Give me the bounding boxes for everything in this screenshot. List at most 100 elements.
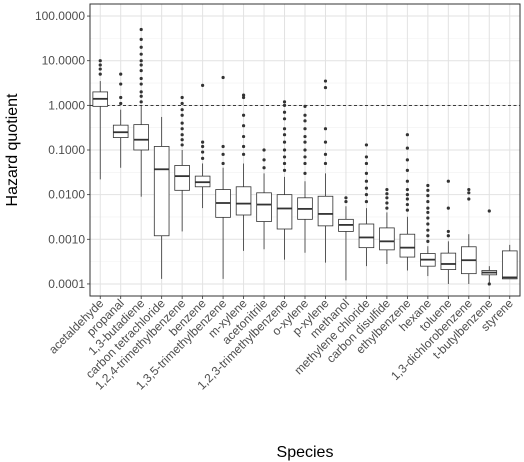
outlier-point xyxy=(487,282,491,286)
box-1-3-butadiene xyxy=(133,27,149,197)
outlier-point xyxy=(426,194,430,198)
outlier-point xyxy=(119,72,123,76)
outlier-point xyxy=(98,72,102,76)
outlier-point xyxy=(303,113,307,117)
outlier-point xyxy=(405,208,409,212)
outlier-point xyxy=(364,155,369,159)
box-benzene xyxy=(194,83,211,209)
box-acetaldehyde xyxy=(92,59,109,180)
box-iqr xyxy=(440,252,457,270)
box-iqr xyxy=(235,186,252,216)
outlier-point xyxy=(364,171,369,175)
outlier-point xyxy=(98,63,102,67)
outlier-point xyxy=(446,179,450,183)
outlier-point xyxy=(241,124,246,128)
outlier-point xyxy=(426,206,430,210)
outlier-point xyxy=(201,83,205,87)
outlier-point xyxy=(221,75,225,80)
box-hexane xyxy=(420,183,436,277)
box-iqr xyxy=(153,146,170,237)
outlier-point xyxy=(303,119,307,123)
outlier-point xyxy=(241,144,246,149)
outlier-point xyxy=(467,187,471,192)
box-p-xylene xyxy=(317,79,334,263)
outlier-point xyxy=(385,192,389,196)
box-iqr xyxy=(276,194,293,230)
box-1-2-3-trimethylbenzene xyxy=(276,100,293,260)
box-acetonitrile xyxy=(256,148,272,250)
box-carbon-tetrachloride xyxy=(153,116,170,279)
box-iqr xyxy=(256,192,272,222)
box-iqr xyxy=(501,250,518,280)
outlier-point xyxy=(262,158,266,162)
box-propanal xyxy=(112,72,129,168)
outlier-point xyxy=(139,63,143,67)
box-iqr xyxy=(133,124,149,151)
outlier-point xyxy=(139,90,143,94)
outlier-point xyxy=(282,103,287,107)
outlier-point xyxy=(303,155,307,159)
outlier-point xyxy=(180,121,184,125)
outlier-point xyxy=(241,93,246,97)
outlier-point xyxy=(139,45,143,49)
outlier-point xyxy=(303,148,307,152)
outlier-point xyxy=(303,171,307,175)
outlier-point xyxy=(323,161,328,166)
outlier-point xyxy=(180,127,184,131)
outlier-point xyxy=(241,134,246,139)
outlier-point xyxy=(426,188,430,192)
x-axis-title: Species xyxy=(277,444,334,461)
box-m-xylene xyxy=(235,93,252,251)
outlier-point xyxy=(405,168,409,172)
outlier-point xyxy=(446,234,450,238)
outlier-point xyxy=(405,146,409,150)
box-iqr xyxy=(317,195,334,227)
box-toluene xyxy=(440,179,457,284)
outlier-point xyxy=(282,127,287,131)
box-methylene-chloride xyxy=(358,143,375,267)
outlier-point xyxy=(262,148,266,152)
outlier-point xyxy=(201,140,205,144)
outlier-point xyxy=(221,144,225,149)
outlier-point xyxy=(426,210,430,215)
outlier-point xyxy=(405,193,409,197)
outlier-point xyxy=(119,82,123,86)
outlier-point xyxy=(323,140,328,144)
y-tick-label: 0.0010 xyxy=(48,232,85,246)
outlier-point xyxy=(487,209,491,213)
outlier-point xyxy=(221,161,225,166)
box-1-3-dichlorobenzene xyxy=(461,187,477,284)
outlier-point xyxy=(446,206,450,210)
outlier-point xyxy=(364,186,369,190)
y-tick-label: 100.0000 xyxy=(35,9,85,23)
box-t-butylbenzene xyxy=(481,209,498,286)
outlier-point xyxy=(119,101,123,106)
outlier-point xyxy=(344,196,348,200)
outlier-point xyxy=(405,202,409,207)
outlier-point xyxy=(385,187,389,192)
outlier-point xyxy=(221,152,225,156)
outlier-point xyxy=(303,127,307,131)
outlier-point xyxy=(282,155,287,159)
y-tick-label: 0.0100 xyxy=(48,188,85,202)
outlier-point xyxy=(385,196,389,200)
outlier-point xyxy=(241,152,246,156)
outlier-point xyxy=(180,143,184,147)
outlier-point xyxy=(426,239,430,243)
outlier-point xyxy=(323,79,328,83)
y-axis-title: Hazard quotient xyxy=(4,93,21,207)
y-tick-label: 0.0001 xyxy=(48,277,85,291)
box-iqr xyxy=(399,233,416,258)
outlier-point xyxy=(323,152,328,156)
outlier-point xyxy=(426,216,430,220)
outlier-point xyxy=(405,187,409,192)
outlier-point xyxy=(119,95,123,100)
outlier-point xyxy=(180,95,184,100)
outlier-point xyxy=(201,156,205,160)
outlier-point xyxy=(405,179,409,183)
outlier-point xyxy=(405,158,409,162)
outlier-point xyxy=(303,161,307,166)
box-layer xyxy=(92,27,518,286)
box-iqr xyxy=(358,223,375,249)
outlier-point xyxy=(98,59,102,63)
